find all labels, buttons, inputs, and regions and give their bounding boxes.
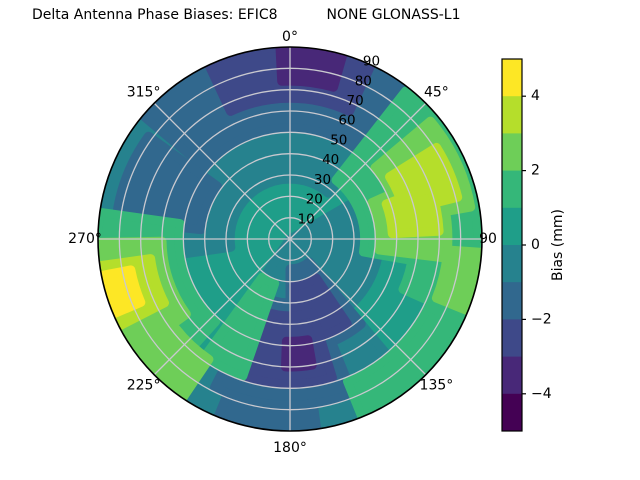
angular-tick-label: 90 — [479, 231, 497, 247]
colorbar-band — [502, 133, 522, 172]
colorbar-band — [502, 170, 522, 209]
angular-tick-label: 135° — [420, 377, 454, 393]
angular-tick-label: 0° — [282, 29, 298, 45]
angular-tick-label: 225° — [127, 377, 161, 393]
contour-region-left-yellow-sliver — [98, 265, 146, 319]
radial-tick-label: 20 — [306, 192, 323, 208]
polar-spoke — [153, 238, 291, 376]
colorbar-axis-label: Bias (mm) — [550, 209, 566, 281]
colorbar-band — [502, 319, 522, 358]
colorbar-tick-label: −2 — [531, 311, 552, 327]
radial-tick-label: 90 — [363, 54, 380, 70]
polar-spoke — [289, 102, 427, 240]
angular-tick-label: 315° — [127, 85, 161, 101]
colorbar-band — [502, 59, 522, 97]
chart-title: Delta Antenna Phase Biases: EFIC8 NONE G… — [32, 7, 461, 23]
contour-region-lower-left-green-finger — [200, 272, 280, 381]
radial-tick-label: 30 — [314, 172, 331, 188]
colorbar-band — [502, 96, 522, 134]
contour-region-left-blue-patch — [111, 131, 222, 235]
polar-outline — [97, 46, 483, 432]
colorbar-band — [502, 245, 522, 283]
colorbar-band — [502, 207, 522, 246]
colorbar-band — [502, 356, 522, 395]
radial-tick-label: 10 — [298, 211, 315, 227]
colorbar-band — [502, 393, 522, 432]
radial-tick-label: 80 — [355, 73, 372, 89]
colorbar: 4 2 0 −2 −4 Bias (mm) — [501, 58, 566, 432]
colorbar-band — [502, 282, 522, 320]
colorbar-tick-label: 2 — [531, 163, 540, 179]
radial-tick-label: 60 — [338, 113, 355, 129]
colorbar-tick-label: −4 — [531, 386, 552, 402]
radial-tick-label: 40 — [322, 152, 339, 168]
polar-grid — [98, 47, 482, 431]
colorbar-tick-label: 0 — [531, 237, 540, 253]
polar-spoke — [153, 102, 291, 240]
colorbar-tick-label: 4 — [531, 88, 540, 104]
radial-tick-label: 50 — [330, 133, 347, 149]
polar-spoke — [289, 238, 427, 376]
angular-tick-label: 270° — [68, 231, 102, 247]
angular-tick-label: 45° — [424, 85, 449, 101]
angular-tick-label: 180° — [273, 440, 307, 456]
radial-tick-label: 70 — [347, 93, 364, 109]
